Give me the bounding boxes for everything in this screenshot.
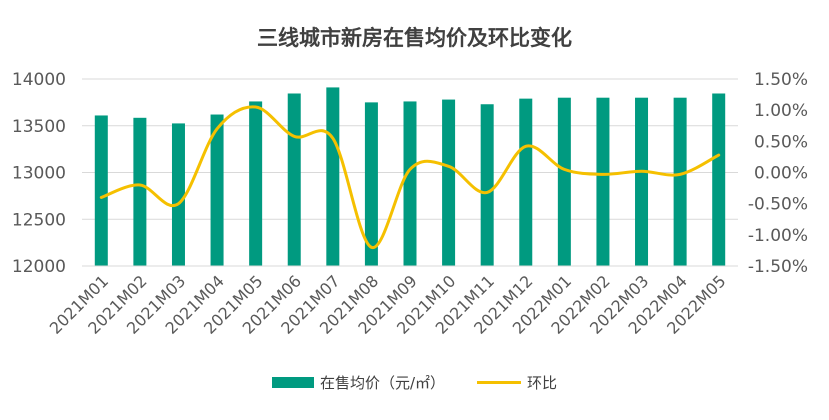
- bar: [442, 99, 456, 266]
- line-point: [138, 183, 141, 186]
- bar: [596, 97, 610, 266]
- bar: [210, 114, 224, 266]
- legend-label-mom: 环比: [527, 374, 558, 392]
- line-point: [370, 246, 373, 249]
- chart-title: 三线城市新房在售均价及环比变化: [257, 26, 572, 50]
- line-series: [99, 105, 721, 249]
- bar: [712, 93, 726, 267]
- bar: [94, 115, 108, 266]
- y-right-tick-label: -1.00%: [748, 226, 808, 246]
- line-point: [679, 173, 682, 176]
- line-point: [524, 145, 527, 148]
- bar: [287, 93, 301, 267]
- y-right-tick-label: -1.50%: [748, 257, 808, 277]
- bar: [480, 104, 494, 267]
- legend-item-mom[interactable]: 环比: [477, 372, 557, 393]
- bar: [635, 97, 649, 266]
- line-point: [177, 202, 180, 205]
- bar: [673, 97, 687, 266]
- bar: [403, 101, 417, 266]
- line-point: [100, 196, 103, 199]
- y-right-tick-label: 1.50%: [754, 70, 808, 90]
- y-right-tick-label: -0.50%: [748, 195, 808, 215]
- line-point: [331, 137, 334, 140]
- y-left-tick-label: 13500: [12, 117, 66, 137]
- bar: [249, 101, 263, 266]
- bar: [364, 102, 378, 266]
- legend: 在售均价（元/㎡） 环比: [0, 372, 829, 393]
- y-left-tick-label: 14000: [12, 70, 66, 90]
- line-point: [409, 168, 412, 171]
- legend-swatch-bar: [271, 377, 314, 388]
- line-point: [563, 168, 566, 171]
- line-point: [717, 154, 720, 157]
- bar: [519, 98, 533, 266]
- line-point: [216, 127, 219, 130]
- y-right-tick-label: 1.00%: [754, 101, 808, 121]
- y-right-tick-label: 0.50%: [754, 132, 808, 152]
- bar: [133, 117, 147, 267]
- bar: [171, 123, 185, 266]
- line-point: [447, 165, 450, 168]
- line-series-path: [99, 105, 721, 249]
- line-point: [293, 135, 296, 138]
- bar-series: [94, 87, 726, 267]
- line-point: [486, 191, 489, 194]
- y-left-tick-label: 12500: [12, 210, 66, 230]
- line-point: [601, 173, 604, 176]
- bar: [557, 97, 571, 266]
- y-right-tick-label: 0.00%: [754, 164, 808, 184]
- y-left-tick-label: 12000: [12, 257, 66, 277]
- bar: [326, 87, 340, 266]
- line-point: [254, 106, 257, 109]
- legend-swatch-line: [477, 381, 522, 384]
- y-left-tick-label: 13000: [12, 164, 66, 184]
- legend-item-price[interactable]: 在售均价（元/㎡）: [271, 372, 446, 393]
- legend-label-price: 在售均价（元/㎡）: [319, 374, 446, 392]
- line-point: [640, 170, 643, 173]
